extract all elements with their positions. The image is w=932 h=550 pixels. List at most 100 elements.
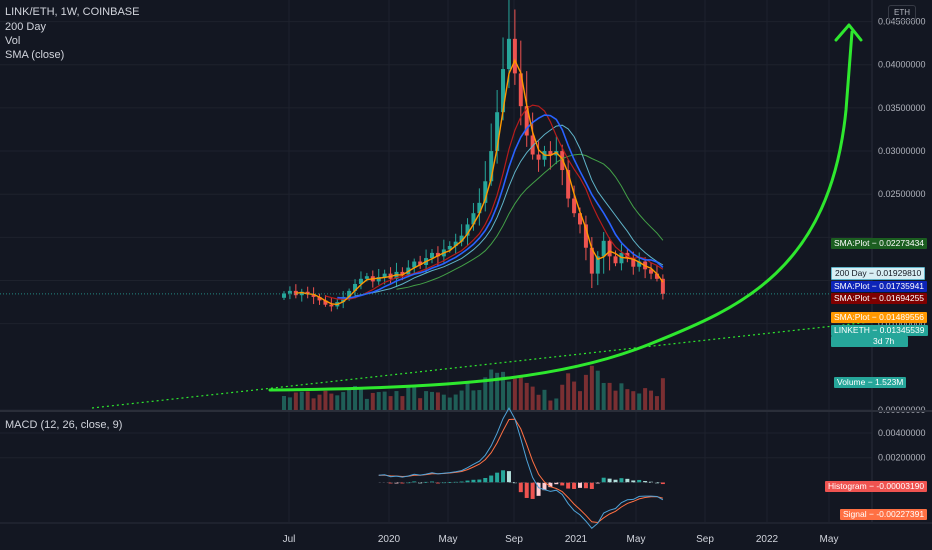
volume-bar: [364, 398, 369, 410]
volume-bar: [477, 390, 482, 410]
day200-line: [354, 124, 664, 297]
volume-bar: [370, 392, 375, 410]
date-tick-label: May: [439, 534, 458, 545]
volume-bar: [388, 396, 393, 410]
macd-histogram-bar: [607, 478, 612, 483]
candle-body: [566, 170, 571, 199]
volume-bar: [329, 393, 334, 410]
volume-bar: [287, 397, 292, 410]
macd-histogram-bar: [578, 482, 582, 488]
volume-bar: [335, 395, 340, 410]
candle-body: [305, 291, 310, 295]
macd-histogram-bar: [631, 480, 636, 483]
indicator-200day-label[interactable]: 200 Day: [5, 21, 46, 33]
volume-bar: [282, 396, 286, 410]
indicator-sma-label[interactable]: SMA (close): [5, 49, 65, 61]
tag-sma-green: SMA:Plot − 0.02273434: [831, 238, 928, 249]
candle-body: [548, 151, 553, 156]
volume-bar: [495, 372, 500, 410]
tag-linketh: LINKETH − 0.01345539: [831, 325, 928, 336]
volume-bar: [554, 398, 559, 410]
candle-body: [400, 271, 405, 275]
arrow-head-drawing: [834, 23, 863, 42]
candle-body: [311, 294, 316, 297]
volume-bar: [589, 365, 594, 410]
volume-bar: [512, 378, 517, 410]
macd-label[interactable]: MACD (12, 26, close, 9): [5, 419, 123, 431]
macd-histogram-bar: [465, 480, 470, 483]
date-tick-label: May: [627, 534, 646, 545]
macd-histogram-bar: [412, 481, 417, 483]
volume-bar: [625, 389, 630, 410]
candle-body: [512, 38, 517, 74]
date-tick-label: 2021: [565, 534, 588, 545]
volume-bar: [548, 400, 553, 410]
volume-bar: [418, 398, 423, 410]
macd-histogram-bar: [447, 481, 452, 483]
candle-body: [483, 181, 488, 203]
macd-histogram-bar: [566, 482, 571, 489]
sma-blue-line: [337, 114, 664, 299]
candle-body: [495, 112, 500, 152]
macd-histogram-bar: [400, 482, 405, 484]
symbol-title[interactable]: LINK/ETH, 1W, COINBASE: [5, 6, 140, 18]
volume-bar: [649, 390, 654, 410]
volume-bar: [406, 387, 411, 410]
candle-body: [613, 256, 618, 264]
candle-body: [477, 202, 482, 214]
macd-histogram-bar: [477, 479, 482, 483]
candle-body: [353, 283, 358, 291]
candle-body: [518, 73, 523, 107]
candle-body: [323, 300, 328, 305]
volume-bar: [347, 388, 352, 410]
sma-green-line: [396, 153, 664, 290]
volume-bar: [471, 390, 476, 410]
volume-bar: [305, 391, 310, 410]
tag-signal: Signal − -0.00227391: [840, 509, 928, 520]
candle-body: [358, 278, 363, 284]
macd-signal-line: [378, 418, 664, 524]
macd-histogram-bar: [495, 472, 500, 483]
macd-tick-label: 0.00200000: [878, 453, 926, 463]
macd-histogram-bar: [542, 482, 547, 491]
currency-button[interactable]: ETH: [888, 5, 916, 21]
volume-bar: [572, 381, 577, 410]
candle-body: [524, 106, 529, 136]
candle-body: [506, 38, 511, 70]
macd-histogram-bar: [435, 482, 440, 484]
macd-histogram-bar: [625, 478, 630, 483]
candle-body: [465, 224, 470, 236]
volume-bar: [619, 383, 624, 410]
macd-histogram-bar: [613, 479, 618, 483]
candle-body: [329, 304, 334, 307]
tag-sma-red: SMA:Plot − 0.01694255: [831, 293, 928, 304]
candle-body: [601, 240, 606, 257]
candle-body: [589, 247, 594, 274]
macd-histogram-bar: [506, 471, 511, 483]
price-tick-label: 0.04000000: [878, 60, 926, 70]
candle-body: [583, 224, 588, 248]
volume-bar: [317, 394, 322, 410]
macd-histogram-bar: [660, 482, 665, 485]
candle-body: [471, 213, 476, 225]
candle-body: [637, 261, 642, 267]
macd-histogram-bar: [654, 482, 659, 484]
trend-line-drawing: [91, 321, 871, 409]
volume-bar: [435, 392, 440, 410]
candle-body: [299, 291, 304, 296]
candle-body: [595, 256, 600, 274]
date-tick-label: 2022: [756, 534, 779, 545]
macd-histogram-bar: [595, 482, 600, 484]
macd-histogram-bar: [589, 482, 594, 489]
indicator-vol-label[interactable]: Vol: [5, 35, 21, 47]
volume-bar: [424, 391, 429, 410]
volume-bar: [613, 390, 618, 410]
macd-histogram-bar: [530, 482, 535, 499]
price-tick-label: 0.02500000: [878, 189, 926, 199]
candle-body: [412, 261, 417, 268]
volume-bar: [311, 398, 316, 410]
macd-histogram-bar: [524, 482, 529, 498]
volume-bar: [660, 378, 665, 410]
candle-body: [376, 277, 381, 282]
